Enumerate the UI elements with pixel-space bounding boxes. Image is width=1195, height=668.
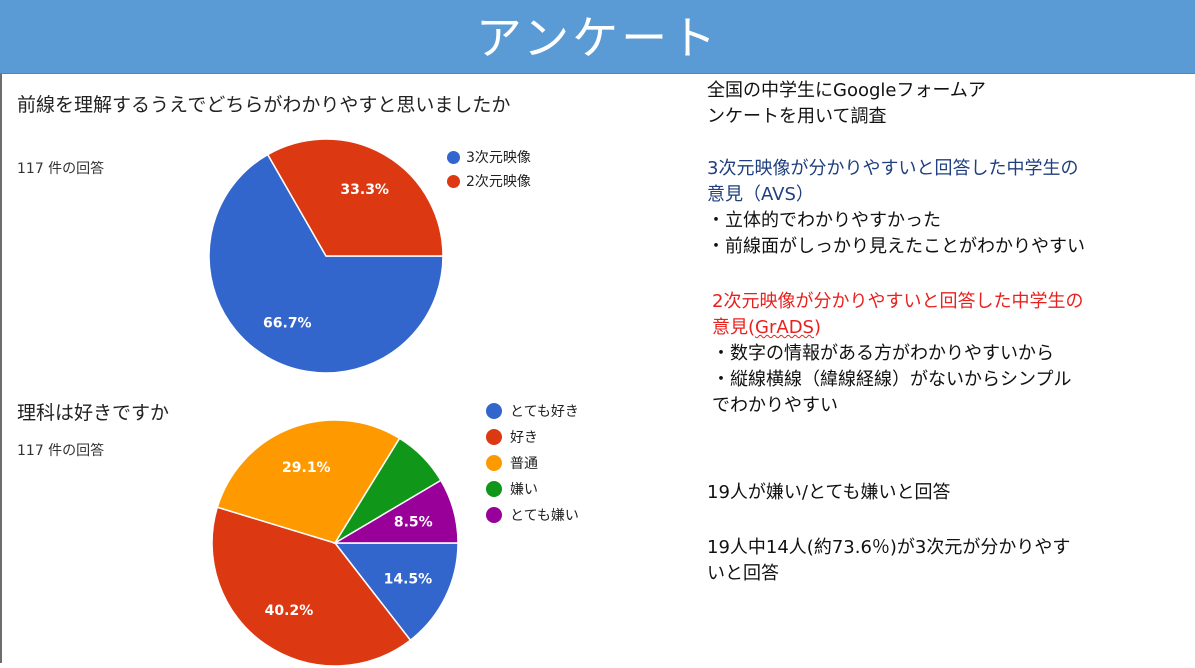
chart2-legend-swatch	[486, 481, 502, 497]
chart2-legend-item: とても好き	[486, 398, 579, 424]
chart1-legend-item: 3次元映像	[447, 145, 531, 169]
grads-heading-prefix: 意見(	[712, 317, 756, 338]
grads-heading-underlined: GrADS	[755, 317, 814, 338]
grads-heading-suffix: )	[813, 317, 822, 338]
ratio-summary-block: 19人中14人(約73.6％)が3次元が分かりやす いと回答	[707, 535, 1070, 587]
chart2-legend-item: 嫌い	[486, 476, 579, 502]
chart2-legend-item: 普通	[486, 450, 579, 476]
pie1-slice-0	[208, 153, 444, 374]
title-banner: アンケート	[0, 0, 1195, 74]
chart2-legend-label: とても好き	[510, 404, 579, 420]
pie2-slice-1	[211, 506, 412, 667]
chart2-legend-label: 好き	[510, 430, 538, 446]
intro-line-2: ンケートを用いて調査	[707, 106, 887, 127]
page-title: アンケート	[475, 11, 720, 65]
chart1-legend-label: 2次元映像	[466, 174, 531, 190]
ratio-summary-line-1: 19人中14人(約73.6％)が3次元が分かりやす	[707, 537, 1071, 558]
chart1-legend: 3次元映像 2次元映像	[447, 145, 531, 193]
grads-point-2: ・縦線横線（緯線経線）がないからシンプル	[712, 369, 1072, 390]
chart2-legend-swatch	[486, 455, 502, 471]
chart2-response-count: 117 件の回答	[17, 443, 105, 459]
avs-point-2: ・前線面がしっかり見えたことがわかりやすい	[707, 236, 1085, 257]
chart2-legend: とても好き好き普通嫌いとても嫌い	[486, 398, 579, 528]
pie2-slice-4	[332, 479, 459, 544]
chart2-legend-swatch	[486, 507, 502, 523]
dislike-summary: 19人が嫌い/とても嫌いと回答	[707, 482, 951, 503]
pie1-data-label-1: 33.3%	[340, 182, 389, 198]
pie2-data-label-0: 14.5%	[384, 572, 433, 588]
chart2-title: 理科は好きですか	[17, 402, 170, 424]
chart2-legend-swatch	[486, 429, 502, 445]
chart1-legend-item: 2次元映像	[447, 169, 531, 193]
survey-intro: 全国の中学生にGoogleフォームア ンケートを用いて調査	[707, 78, 986, 130]
pie2-slice-0	[333, 542, 459, 642]
chart2-legend-label: とても嫌い	[510, 508, 579, 524]
pie1-data-label-0: 66.7%	[263, 316, 312, 332]
grads-point-3: でわかりやすい	[712, 395, 838, 416]
chart1-legend-label: 3次元映像	[466, 150, 531, 166]
pie1-slice-1	[266, 138, 444, 257]
pie2-slice-2	[216, 419, 401, 544]
grads-heading-line-1: 2次元映像が分かりやすいと回答した中学生の	[712, 291, 1084, 312]
left-border	[0, 74, 2, 663]
avs-heading-line-1: 3次元映像が分かりやすいと回答した中学生の	[707, 158, 1079, 179]
avs-heading-line-2: 意見（AVS）	[707, 184, 814, 205]
chart1-response-count: 117 件の回答	[17, 161, 105, 177]
chart2-legend-swatch	[486, 403, 502, 419]
pie2-data-label-1: 40.2%	[265, 603, 314, 619]
avs-point-1: ・立体的でわかりやすかった	[707, 210, 941, 231]
chart1-legend-swatch	[447, 174, 460, 188]
chart2-legend-item: 好き	[486, 424, 579, 450]
chart1-legend-swatch	[447, 150, 460, 164]
chart1-title: 前線を理解するうえでどちらがわかりやすと思いましたか	[17, 94, 511, 116]
intro-line-1: 全国の中学生にGoogleフォームア	[707, 80, 986, 101]
ratio-summary-line-2: いと回答	[707, 563, 779, 584]
pie-chart-2: 14.5% 40.2% 29.1% 8.5%	[211, 419, 459, 667]
chart2-legend-item: とても嫌い	[486, 502, 579, 528]
chart2-legend-label: 普通	[510, 456, 538, 472]
grads-heading-line-2: 意見(GrADS)	[712, 315, 1083, 341]
dislike-summary-block: 19人が嫌い/とても嫌いと回答	[707, 480, 951, 506]
pie2-data-label-2: 29.1%	[282, 460, 331, 476]
avs-opinions: 3次元映像が分かりやすいと回答した中学生の 意見（AVS） ・立体的でわかりやす…	[707, 156, 1085, 260]
pie-chart-1: 66.7% 33.3%	[208, 138, 444, 374]
grads-point-1: ・数字の情報がある方がわかりやすいから	[712, 343, 1054, 364]
grads-opinions: 2次元映像が分かりやすいと回答した中学生の 意見(GrADS) ・数字の情報があ…	[712, 289, 1083, 419]
pie2-data-label-4: 8.5%	[394, 514, 433, 530]
chart2-legend-label: 嫌い	[510, 482, 538, 498]
